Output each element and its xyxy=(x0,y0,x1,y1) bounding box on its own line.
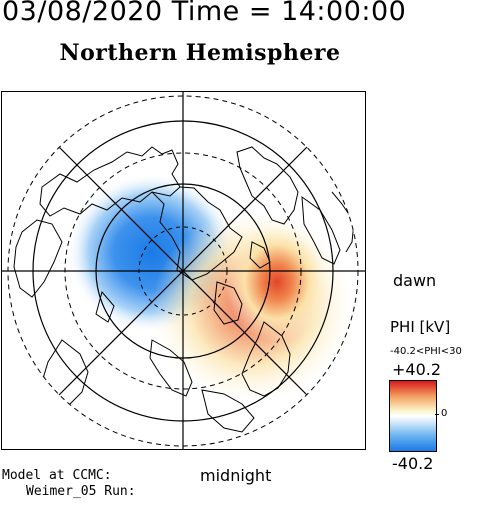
colorbar xyxy=(389,380,437,452)
polar-potential-map xyxy=(1,91,366,450)
colorbar-quantity-label: PHI [kV] xyxy=(390,318,451,336)
midnight-label: midnight xyxy=(200,466,272,485)
colorbar-min-label: -40.2 xyxy=(392,454,434,473)
colorbar-range-text: -40.2<PHI<30 xyxy=(390,346,462,357)
longitude-grid xyxy=(2,92,365,449)
colorbar-max-label: +40.2 xyxy=(392,360,442,379)
dawn-label: dawn xyxy=(393,271,437,290)
run-credit-line: Weimer_05 Run: xyxy=(26,484,136,499)
colorbar-zero-label: 0 xyxy=(441,408,448,419)
model-credit-line: Model at CCMC: xyxy=(2,468,112,483)
map-title: Northern Hemisphere xyxy=(59,40,341,66)
colorbar-zero-tick xyxy=(435,414,439,415)
plot-header-time: 03/08/2020 Time = 14:00:00 xyxy=(2,0,407,27)
polar-plot-svg xyxy=(2,92,365,449)
